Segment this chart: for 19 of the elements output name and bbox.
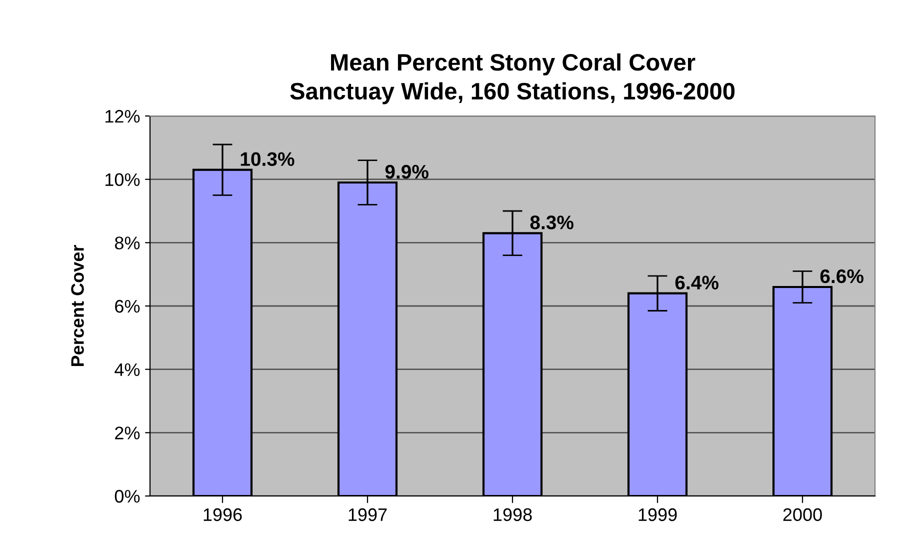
data-label: 6.6%: [820, 269, 864, 284]
x-tick-label: 1997: [348, 508, 387, 522]
y-tick-label: 8%: [114, 236, 140, 250]
x-tick-label: 1999: [638, 508, 677, 522]
data-label: 9.9%: [385, 164, 428, 179]
data-label: 8.3%: [530, 216, 574, 230]
y-axis-title: Percent Cover: [71, 245, 84, 366]
y-tick-label: 2%: [115, 426, 140, 440]
y-tick-label: 4%: [114, 363, 140, 376]
data-label: 6.4%: [675, 276, 718, 290]
y-tick-label: 6%: [115, 300, 140, 313]
chart-title: Mean Percent Stony Coral Cover Sanctuay Wide, 160 Stations, 1996-2000: [290, 53, 735, 104]
x-tick-label: 1998: [494, 508, 532, 522]
y-tick-label: 12%: [106, 110, 140, 123]
x-tick-label: 2000: [783, 508, 822, 522]
x-tick-label: 1996: [204, 508, 242, 522]
y-tick-label: 0%: [114, 490, 140, 503]
data-label: 10.3%: [240, 152, 294, 166]
y-tick-label: 10%: [106, 173, 140, 186]
